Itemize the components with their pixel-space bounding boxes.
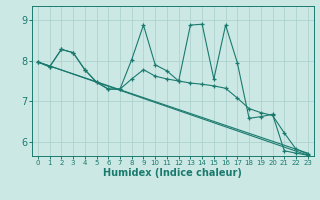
X-axis label: Humidex (Indice chaleur): Humidex (Indice chaleur) [103,168,242,178]
